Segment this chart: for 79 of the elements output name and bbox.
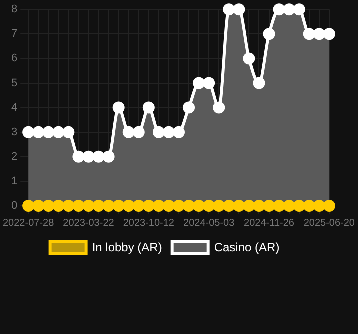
point: [193, 200, 206, 212]
point: [152, 200, 165, 212]
point: [173, 200, 185, 212]
point: [313, 200, 326, 212]
point: [142, 102, 155, 114]
point: [112, 200, 125, 212]
point: [42, 200, 55, 212]
point: [92, 200, 105, 212]
y-tick-label: 0: [11, 200, 18, 212]
point: [323, 28, 336, 40]
point: [203, 77, 216, 90]
point: [183, 102, 196, 114]
point: [112, 102, 125, 114]
x-tick-label: 2025-06-20: [304, 218, 356, 229]
point: [162, 200, 175, 212]
point: [193, 77, 206, 90]
point: [293, 4, 306, 16]
point: [62, 200, 75, 212]
y-tick-label: 3: [11, 126, 18, 138]
point: [183, 200, 196, 212]
point: [102, 150, 115, 163]
legend-label: In lobby (AR): [92, 240, 162, 254]
point: [72, 150, 85, 163]
y-tick-label: 2: [11, 150, 18, 163]
point: [62, 126, 75, 138]
point: [162, 126, 175, 138]
point: [293, 200, 306, 212]
point: [142, 200, 155, 212]
point: [213, 102, 226, 114]
point: [132, 200, 145, 212]
point: [92, 150, 105, 163]
point: [52, 126, 65, 138]
point: [233, 4, 246, 16]
point: [223, 200, 236, 212]
y-tick-label: 5: [11, 77, 18, 90]
point: [32, 200, 45, 212]
point: [253, 200, 266, 212]
x-tick-label: 2023-03-22: [63, 218, 115, 229]
point: [22, 126, 35, 138]
point: [303, 200, 316, 212]
point: [122, 126, 135, 138]
point: [273, 200, 286, 212]
point: [323, 200, 336, 212]
point: [213, 200, 226, 212]
point: [283, 4, 296, 16]
y-tick-label: 8: [11, 4, 18, 16]
point: [32, 126, 45, 138]
point: [132, 126, 145, 138]
point: [263, 200, 276, 212]
x-tick-label: 2023-10-12: [123, 218, 175, 229]
point: [52, 200, 65, 212]
point: [273, 4, 286, 16]
point: [82, 200, 95, 212]
x-tick-label: 2022-07-28: [3, 218, 55, 229]
x-tick-label: 2024-11-26: [244, 218, 295, 229]
point: [313, 28, 326, 40]
point: [243, 52, 256, 65]
point: [253, 77, 266, 90]
point: [303, 28, 316, 40]
point: [102, 200, 115, 212]
y-tick-label: 7: [11, 28, 18, 40]
y-tick-label: 1: [11, 175, 18, 188]
point: [72, 200, 85, 212]
point: [42, 126, 55, 138]
legend-label: Casino (AR): [214, 240, 280, 254]
point: [233, 200, 246, 212]
point: [22, 200, 35, 212]
y-tick-label: 4: [11, 102, 18, 114]
point: [223, 4, 236, 16]
point: [82, 150, 95, 163]
x-tick-label: 2024-05-03: [184, 218, 236, 229]
y-tick-label: 6: [11, 52, 18, 65]
point: [243, 200, 256, 212]
point: [152, 126, 165, 138]
point: [283, 200, 296, 212]
point: [263, 28, 276, 40]
point: [122, 200, 135, 212]
point: [173, 126, 185, 138]
point: [203, 200, 216, 212]
